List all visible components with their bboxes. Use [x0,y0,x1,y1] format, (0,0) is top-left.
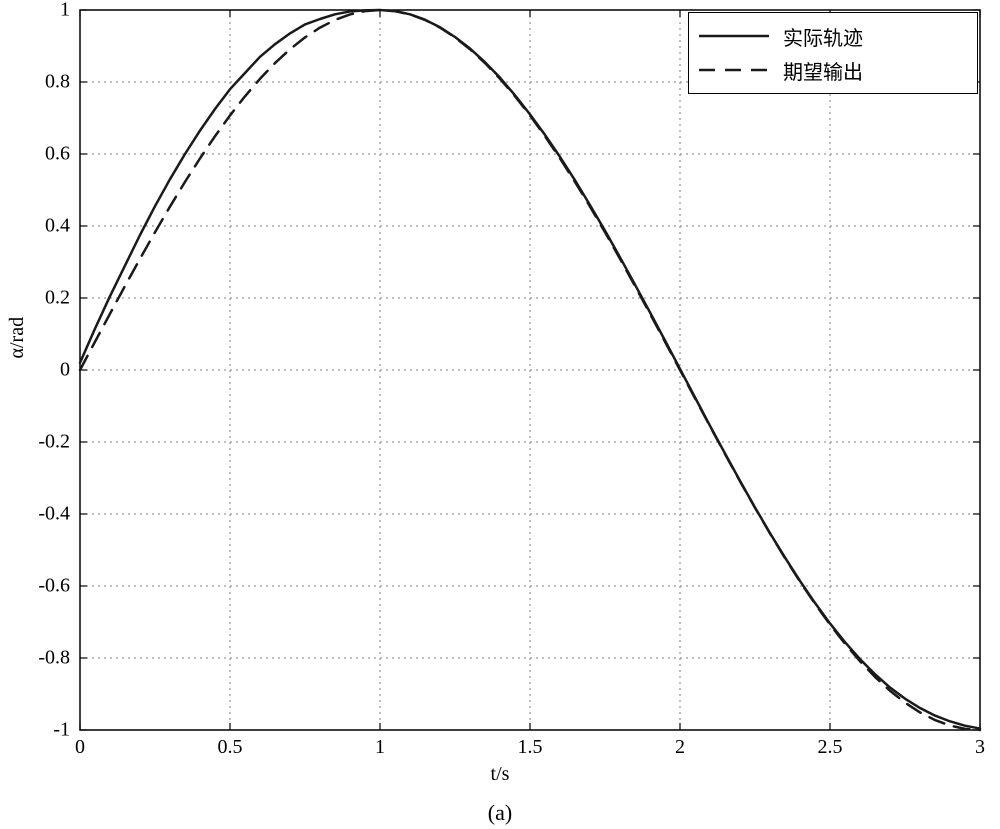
legend-label-actual: 实际轨迹 [783,22,863,51]
x-tick-label: 2 [675,736,685,759]
y-tick-label: -0.8 [38,647,70,670]
figure-root: α/rad t/s (a) 00.511.522.53 -1-0.8-0.6-0… [0,0,1000,829]
y-tick-label: 0.6 [45,143,70,166]
y-tick-label: 0.8 [45,71,70,94]
y-tick-label: 1 [60,0,70,22]
legend-label-desired: 期望输出 [783,56,863,85]
x-tick-label: 2.5 [818,736,843,759]
plot-area [0,0,1000,829]
x-tick-label: 1.5 [518,736,543,759]
y-tick-label: 0.2 [45,287,70,310]
y-tick-label: 0.4 [45,215,70,238]
legend-swatch-dashed [699,60,769,80]
x-tick-label: 0 [75,736,85,759]
series-actual [80,10,980,729]
x-tick-label: 1 [375,736,385,759]
y-tick-label: -0.4 [38,503,70,526]
legend-item-desired: 期望输出 [699,53,967,87]
y-tick-label: -1 [53,719,70,742]
x-tick-label: 0.5 [218,736,243,759]
legend-swatch-solid [699,26,769,46]
legend: 实际轨迹 期望输出 [688,12,978,94]
grid-group [80,10,980,730]
y-tick-label: -0.6 [38,575,70,598]
x-tick-label: 3 [975,736,985,759]
legend-item-actual: 实际轨迹 [699,19,967,53]
y-tick-label: 0 [60,359,70,382]
y-tick-label: -0.2 [38,431,70,454]
